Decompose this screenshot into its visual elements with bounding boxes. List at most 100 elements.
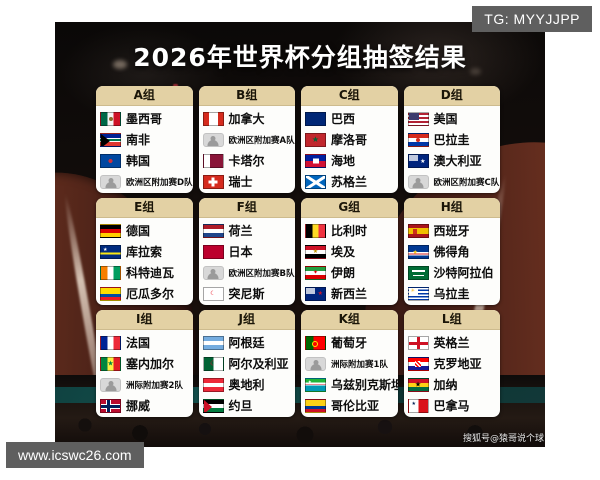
team-name: 加拿大	[228, 112, 265, 126]
team-row: 墨西哥	[100, 109, 190, 128]
flag-icon	[202, 244, 224, 259]
team-name: 加纳	[433, 378, 458, 392]
group-team-list: 加拿大 欧洲区附加赛A队 卡塔尔 瑞士	[199, 106, 296, 193]
team-row: ★ 澳大利亚	[407, 151, 498, 170]
team-name: 乌兹别克斯坦	[331, 378, 398, 392]
flag-icon	[305, 111, 326, 126]
top-right-tag: TG: MYYJJPP	[472, 6, 592, 32]
flag-icon: ★	[305, 377, 326, 392]
team-row: 奥地利	[202, 375, 293, 394]
group-title: H组	[403, 198, 500, 218]
team-name: 约旦	[228, 399, 253, 413]
team-name: 韩国	[126, 154, 151, 168]
team-row: 卡塔尔	[202, 151, 293, 170]
flag-icon	[305, 153, 326, 168]
team-name: 法国	[126, 336, 151, 350]
flag-icon: ☾	[202, 356, 224, 371]
team-name: 洲际附加赛1队	[331, 359, 388, 370]
placeholder-team-icon	[305, 356, 326, 371]
group-team-list: 英格兰 克罗地亚 ★ 加纳 ★ ★ 巴拿马	[404, 330, 501, 417]
team-name: 库拉索	[126, 245, 163, 259]
team-name: 哥伦比亚	[331, 399, 380, 413]
group-title: C组	[301, 86, 398, 106]
flag-icon	[305, 174, 326, 189]
flag-icon: ★	[407, 153, 429, 168]
flag-icon	[407, 111, 429, 126]
flag-icon: ★	[407, 244, 429, 259]
group-team-list: 葡萄牙洲际附加赛1队 ★ 乌兹别克斯坦 哥伦比亚	[301, 330, 398, 417]
team-name: 欧洲区附加赛A队	[228, 135, 295, 146]
team-name: 洲际附加赛2队	[126, 380, 183, 391]
team-row: 日本	[202, 242, 293, 261]
flag-icon	[202, 377, 224, 392]
team-name: 突尼斯	[228, 287, 265, 301]
flag-icon: ★	[305, 244, 326, 259]
team-row: ★ 库拉索	[100, 242, 190, 261]
team-name: 阿根廷	[228, 336, 265, 350]
group-card: A组 墨西哥 南非 韩国 欧洲区附加赛D队	[96, 86, 193, 193]
placeholder-team-icon	[407, 174, 429, 189]
team-name: 沙特阿拉伯	[433, 266, 494, 280]
team-row: ✦ 伊朗	[305, 263, 395, 282]
group-title: E组	[96, 198, 193, 218]
team-row: 挪威	[100, 396, 190, 415]
team-name: 克罗地亚	[433, 357, 482, 371]
team-name: 新西兰	[331, 287, 368, 301]
group-card: K组葡萄牙洲际附加赛1队 ★ 乌兹别克斯坦 哥伦比亚	[301, 310, 398, 417]
team-row: 英格兰	[407, 333, 498, 352]
group-card: C组 巴西 ★ 摩洛哥 海地 苏格兰	[301, 86, 398, 193]
team-row: ★ 佛得角	[407, 242, 498, 261]
flag-icon	[202, 153, 224, 168]
team-name: 厄瓜多尔	[126, 287, 175, 301]
flag-icon	[305, 223, 326, 238]
team-row: 科特迪瓦	[100, 263, 190, 282]
group-team-list: 西班牙 ★ 佛得角 沙特阿拉伯 ☀ 乌拉圭	[404, 218, 501, 305]
flag-icon: ★	[305, 132, 326, 147]
team-row: 德国	[100, 221, 190, 240]
team-row: 美国	[407, 109, 498, 128]
source-watermark: 搜狐号@猿哥说个球	[462, 434, 544, 444]
team-name: 荷兰	[228, 224, 253, 238]
group-title: D组	[403, 86, 500, 106]
team-row: 巴拉圭	[407, 130, 498, 149]
team-row: 西班牙	[407, 221, 498, 240]
team-name: 阿尔及利亚	[228, 357, 289, 371]
group-title: K组	[301, 310, 398, 330]
team-row: 洲际附加赛1队	[305, 354, 395, 373]
flag-icon	[202, 111, 224, 126]
flag-icon: ★	[407, 377, 429, 392]
group-team-list: 阿根廷 ☾ 阿尔及利亚奥地利约旦	[199, 330, 296, 417]
group-title: B组	[198, 86, 295, 106]
group-card: H组 西班牙 ★ 佛得角 沙特阿拉伯 ☀ 乌拉圭	[403, 198, 501, 305]
flag-icon	[100, 111, 121, 126]
team-name: 塞内加尔	[126, 357, 175, 371]
team-row: ★ 摩洛哥	[305, 130, 395, 149]
team-row: 海地	[305, 151, 395, 170]
flag-icon	[202, 335, 224, 350]
team-name: 巴拿马	[433, 399, 470, 413]
group-title: G组	[301, 198, 398, 218]
group-card: L组 英格兰 克罗地亚 ★ 加纳 ★ ★ 巴拿马	[403, 310, 501, 417]
team-name: 挪威	[126, 399, 151, 413]
team-row: 约旦	[202, 396, 293, 415]
flag-icon	[202, 398, 224, 413]
team-row: ★ 塞内加尔	[100, 354, 190, 373]
group-team-list: 荷兰 日本 欧洲区附加赛B队 ☾ 突尼斯	[199, 218, 296, 305]
team-row: 巴西	[305, 109, 395, 128]
team-name: 奥地利	[228, 378, 265, 392]
group-team-list: 比利时 ★ 埃及 ✦ 伊朗 ★ 新西兰	[301, 218, 398, 305]
flag-icon	[100, 132, 121, 147]
group-card: B组 加拿大 欧洲区附加赛A队 卡塔尔 瑞士	[198, 86, 296, 193]
group-title: I组	[96, 310, 193, 330]
team-row: ★ 乌兹别克斯坦	[305, 375, 398, 394]
bottom-left-url: www.icswc26.com	[6, 442, 144, 468]
flag-icon: ☀	[407, 286, 429, 301]
team-row: 哥伦比亚	[305, 396, 395, 415]
team-row: 法国	[100, 333, 190, 352]
team-row: 欧洲区附加赛C队	[407, 172, 499, 191]
group-card: I组法国 ★ 塞内加尔洲际附加赛2队 挪威	[96, 310, 193, 417]
flag-icon	[407, 335, 429, 350]
team-name: 葡萄牙	[331, 336, 368, 350]
team-row: 欧洲区附加赛A队	[202, 130, 295, 149]
team-row: ☾ 突尼斯	[202, 284, 293, 303]
